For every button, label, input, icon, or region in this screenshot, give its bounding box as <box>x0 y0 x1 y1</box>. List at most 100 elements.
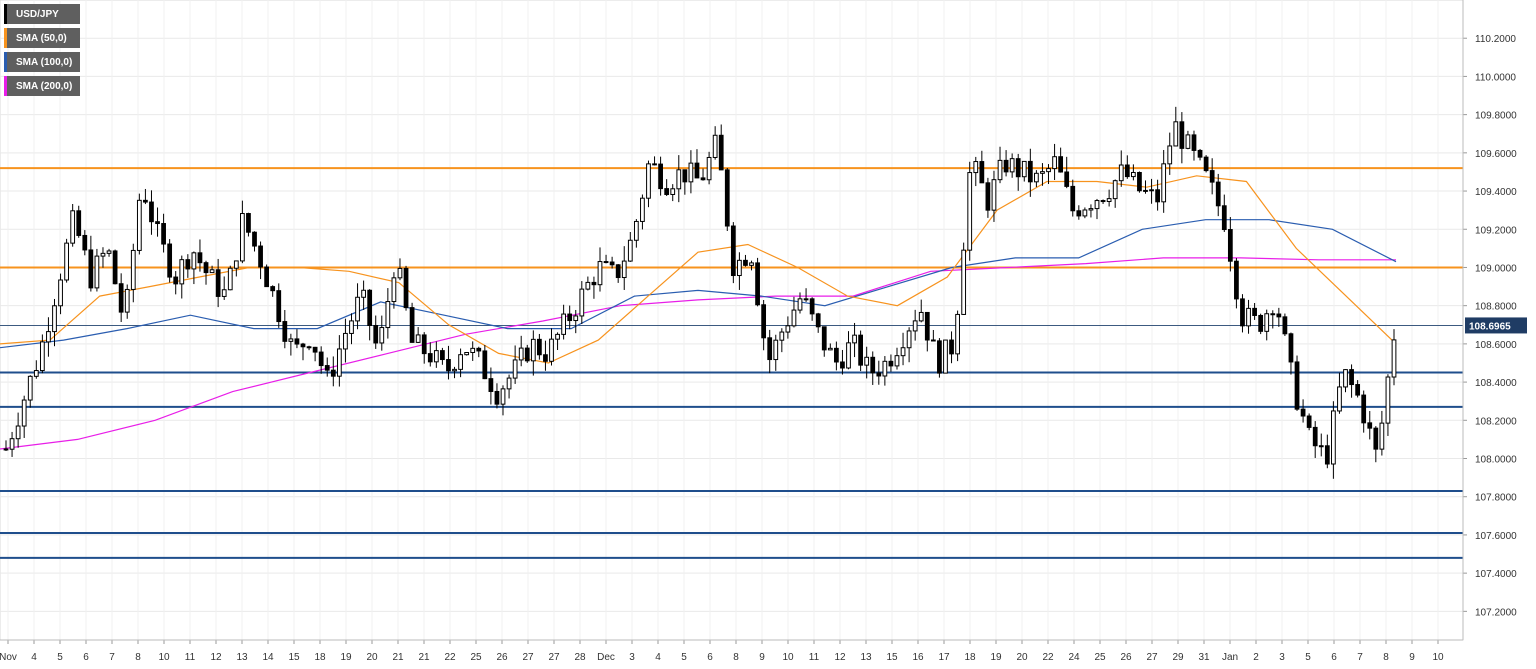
candle-body <box>658 163 663 190</box>
candle-body <box>209 269 215 274</box>
candle-body <box>1124 164 1130 178</box>
legend-item-sma100[interactable]: SMA (100,0) <box>4 52 81 72</box>
y-tick-label: 107.4000 <box>1475 569 1517 580</box>
x-tick-label: 5 <box>57 652 63 663</box>
y-tick-label: 108.8000 <box>1475 302 1517 313</box>
candle-body <box>221 289 227 297</box>
candle-body <box>827 347 833 351</box>
candle-body <box>530 338 536 362</box>
candle-body <box>1130 171 1136 178</box>
x-tick-label: 19 <box>340 652 352 663</box>
candle-body <box>809 298 815 315</box>
candle-body <box>197 252 203 264</box>
legend-item-sma50[interactable]: SMA (50,0) <box>4 28 81 48</box>
candle-body <box>470 347 476 353</box>
candle-body <box>33 370 39 377</box>
candle-body <box>391 277 397 303</box>
candle-body <box>361 289 366 298</box>
candle-body <box>161 223 166 245</box>
x-tick-label: 27 <box>522 652 534 663</box>
candle-body <box>833 347 839 363</box>
legend-swatch-sma50 <box>4 28 7 48</box>
candle-body <box>1312 426 1318 447</box>
candle-body <box>967 172 973 251</box>
candle-body <box>294 338 300 345</box>
candle-body <box>288 338 294 342</box>
y-tick-label: 107.2000 <box>1475 607 1517 618</box>
candle-body <box>991 179 997 211</box>
candle-body <box>185 259 191 270</box>
candle-body <box>1191 134 1197 151</box>
y-tick-label: 110.0000 <box>1475 72 1516 83</box>
candle-body <box>349 320 354 334</box>
x-tick-label: 8 <box>733 652 739 663</box>
x-tick-label: 10 <box>1432 652 1444 663</box>
candle-body <box>324 365 330 371</box>
legend: USD/JPY SMA (50,0) SMA (100,0) SMA (200,… <box>4 4 81 100</box>
candle-body <box>549 338 554 362</box>
candle-body <box>52 305 57 333</box>
candle-body <box>203 262 209 274</box>
legend-label-sma200: SMA (200,0) <box>16 80 73 92</box>
candle-body <box>343 332 348 350</box>
candle-body <box>670 188 676 195</box>
candle-body <box>1149 189 1154 192</box>
candle-body <box>427 353 433 363</box>
y-tick-label: 110.2000 <box>1475 34 1516 45</box>
candle-body <box>385 301 391 329</box>
candle-body <box>500 388 506 405</box>
candle-body <box>755 262 760 306</box>
candle-body <box>191 252 197 270</box>
legend-item-usdjpy[interactable]: USD/JPY <box>4 4 81 24</box>
candle-body <box>1034 172 1039 183</box>
x-tick-label: 10 <box>782 652 794 663</box>
x-tick-label: 26 <box>496 652 508 663</box>
x-tick-label: 21 <box>392 652 404 663</box>
candle-body <box>312 346 318 353</box>
candle-body <box>773 339 779 361</box>
candle-body <box>955 313 960 355</box>
candle-body <box>906 330 912 349</box>
x-tick-label: Nov <box>0 652 17 663</box>
x-tick-label: 3 <box>1279 652 1285 663</box>
candle-body <box>737 259 742 277</box>
candle-body <box>409 307 415 343</box>
candle-body <box>270 286 276 292</box>
legend-item-sma200[interactable]: SMA (200,0) <box>4 76 81 96</box>
candle-body <box>1106 198 1112 202</box>
candle-body <box>264 266 270 288</box>
candle-body <box>1046 168 1051 173</box>
candle-body <box>379 327 385 344</box>
x-tick-label: 19 <box>990 652 1002 663</box>
candle-body <box>1203 156 1209 172</box>
candle-body <box>403 267 409 309</box>
candle-body <box>415 334 421 343</box>
candle-body <box>488 378 494 392</box>
x-tick-label: 17 <box>938 652 950 663</box>
candle-body <box>233 260 239 269</box>
candle-body <box>585 281 591 290</box>
candle-body <box>937 340 942 374</box>
x-tick-label: 31 <box>1198 652 1210 663</box>
candle-body <box>112 250 118 285</box>
candle-body <box>1064 171 1070 187</box>
current-price-tag <box>1465 317 1527 334</box>
candle-body <box>506 377 512 390</box>
candle-body <box>876 372 882 377</box>
candle-body <box>664 188 670 195</box>
x-tick-label: 3 <box>629 652 635 663</box>
x-tick-label: 5 <box>1305 652 1311 663</box>
candle-body <box>1094 200 1100 210</box>
candle-body <box>1240 298 1245 327</box>
candle-body <box>627 239 633 262</box>
x-tick-label: 22 <box>444 652 456 663</box>
candle-body <box>694 162 700 179</box>
candle-body <box>1197 149 1203 158</box>
candle-body <box>943 339 948 374</box>
candle-body <box>997 159 1003 181</box>
candle-body <box>1058 156 1064 173</box>
x-tick-label: 25 <box>1094 652 1106 663</box>
candle-body <box>1379 422 1385 450</box>
candle-body <box>452 368 457 372</box>
